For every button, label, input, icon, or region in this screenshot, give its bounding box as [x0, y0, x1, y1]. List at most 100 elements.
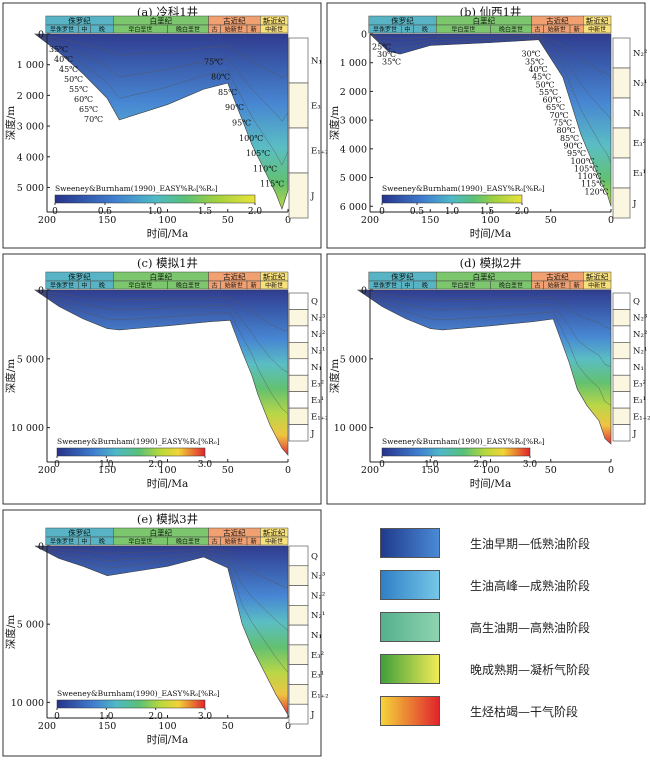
temperature-label: 55℃: [539, 88, 558, 97]
era-label: 侏罗纪: [68, 272, 91, 282]
burial-isoline: [34, 33, 289, 78]
strat-label: J: [632, 199, 637, 209]
strat-cell: [288, 127, 309, 174]
temperature-label: 45℃: [59, 65, 78, 74]
scale-tick-label: 0: [54, 460, 60, 470]
panel-1: (b) 仙西1井侏罗纪 白垩纪 古近纪 新近纪早侏罗世中 晚 早白垩世 晚白垩世 古始新世新中…: [326, 2, 647, 249]
color-scale-bar: [56, 447, 206, 457]
legend-item: 生油高峰—成熟油阶段: [378, 570, 640, 602]
temperature-label: 110℃: [253, 164, 277, 173]
legend-label: 高生油期—高熟油阶段: [470, 621, 591, 635]
epoch-label: 晚白垩世: [176, 26, 200, 34]
scale-caption: Sweeney&Burnham(1990)_EASY%Rₒ[%Rₒ]: [55, 184, 218, 193]
temperature-label: 75℃: [204, 57, 223, 66]
panel-title: (a) 冷科1井: [137, 5, 198, 19]
era-label: 侏罗纪: [391, 16, 414, 26]
epoch-label: 古: [534, 282, 540, 290]
temperature-label: 40℃: [54, 55, 73, 64]
strat-cell: [288, 545, 309, 567]
strat-label: N₁: [311, 57, 322, 67]
epoch-label: 晚: [422, 282, 428, 290]
temperature-label: 70℃: [550, 111, 569, 120]
scale-tick-label: 3.0: [523, 460, 538, 470]
temperature-label: 105℃: [574, 164, 598, 173]
temperature-label: 100℃: [239, 134, 263, 143]
temperature-label: 30℃: [522, 50, 541, 59]
y-tick-label: 6 000: [340, 202, 367, 213]
strat-cell: [612, 358, 631, 376]
epoch-label: 中新世: [265, 26, 283, 34]
strat-label: N₂¹: [633, 347, 647, 357]
panel-4: (e) 模拟3井侏罗纪 白垩纪 古近纪 新近纪早侏罗世中 晚 早白垩世 晚白垩世 古始新世新中…: [2, 509, 329, 757]
strat-label: E₃²: [311, 379, 324, 389]
epoch-label: 新: [574, 282, 580, 290]
scale-caption: Sweeney&Burnham(1990)_EASY%Rₒ[%Rₒ]: [382, 184, 545, 193]
era-label: 新近纪: [586, 272, 609, 282]
burial-isoline: [34, 545, 289, 631]
temperature-label: 55℃: [69, 85, 88, 94]
burial-isoline: [34, 289, 289, 332]
epoch-label: 中: [81, 282, 87, 290]
x-tick-label: 50: [545, 465, 557, 476]
panel-title: (c) 模拟1井: [137, 256, 198, 270]
epoch-label: 中: [81, 538, 87, 546]
scale-tick-label: 1.0: [99, 712, 114, 722]
strat-cell: [288, 565, 309, 586]
epoch-label: 晚: [99, 26, 105, 34]
scale-tick-label: 0: [379, 460, 385, 470]
epoch-label: 始新世: [548, 26, 566, 34]
legend-label: 晚成熟期—凝析气阶段: [470, 663, 591, 677]
strat-cell: [288, 358, 309, 376]
scale-tick-label: 2.0: [149, 460, 164, 470]
strat-cell: [288, 172, 309, 219]
x-axis-label: 时间/Ma: [470, 227, 512, 240]
era-label: 古近纪: [223, 272, 246, 282]
epoch-label: 早白垩世: [451, 282, 475, 290]
strat-cell: [288, 342, 309, 360]
scale-tick-label: 0: [379, 207, 385, 217]
scale-tick-label: 3.0: [198, 460, 213, 470]
scale-tick-label: 1.0: [99, 460, 114, 470]
epoch-label: 始新世: [548, 282, 566, 290]
strat-cell: [288, 424, 309, 442]
legend-swatch: [380, 654, 440, 684]
y-tick-label: 5 000: [17, 354, 44, 365]
x-tick-label: 150: [421, 465, 439, 476]
scale-caption: Sweeney&Burnham(1990)_EASY%Rₒ[%Rₒ]: [57, 689, 220, 698]
x-tick-label: 150: [421, 215, 439, 226]
panel-title: (d) 模拟2井: [460, 256, 522, 270]
strat-label: N₂²: [311, 330, 325, 340]
scale-tick-label: 0: [52, 207, 58, 217]
x-tick-label: 100: [158, 465, 176, 476]
temperature-label: 35℃: [525, 57, 544, 66]
epoch-label: 新: [251, 282, 257, 290]
strat-label: N₂¹: [311, 347, 325, 357]
y-tick-label: 3 000: [17, 122, 44, 133]
temperature-label: 45℃: [532, 73, 551, 82]
panel-title: (b) 仙西1井: [460, 5, 522, 19]
temperature-label: 35℃: [382, 58, 401, 67]
burial-isoline: [34, 545, 289, 673]
x-tick-label: 100: [481, 465, 499, 476]
epoch-label: 早侏罗世: [50, 282, 74, 290]
y-tick-label: 10 000: [11, 423, 44, 434]
y-tick-label: 0: [361, 286, 367, 297]
x-tick-label: 0: [285, 465, 291, 476]
temperature-label: 30℃: [377, 50, 396, 59]
scale-tick-label: 2.0: [474, 460, 489, 470]
epoch-label: 中: [81, 26, 87, 34]
burial-isoline: [357, 289, 612, 329]
legend-item: 生油早期—低熟油阶段: [378, 528, 640, 560]
strat-label: N₁: [633, 363, 644, 373]
epoch-label: 早白垩世: [128, 26, 152, 34]
temperature-label: 80℃: [557, 126, 576, 135]
temperature-label: 90℃: [564, 141, 583, 150]
burial-isoline: [369, 33, 612, 164]
burial-isoline: [34, 545, 289, 589]
epoch-label: 中: [404, 282, 410, 290]
strat-label: E₃¹: [311, 396, 324, 406]
strat-label: Q: [311, 297, 318, 307]
temperature-label: 50℃: [64, 75, 83, 84]
legend-item: 晚成熟期—凝析气阶段: [378, 654, 640, 686]
